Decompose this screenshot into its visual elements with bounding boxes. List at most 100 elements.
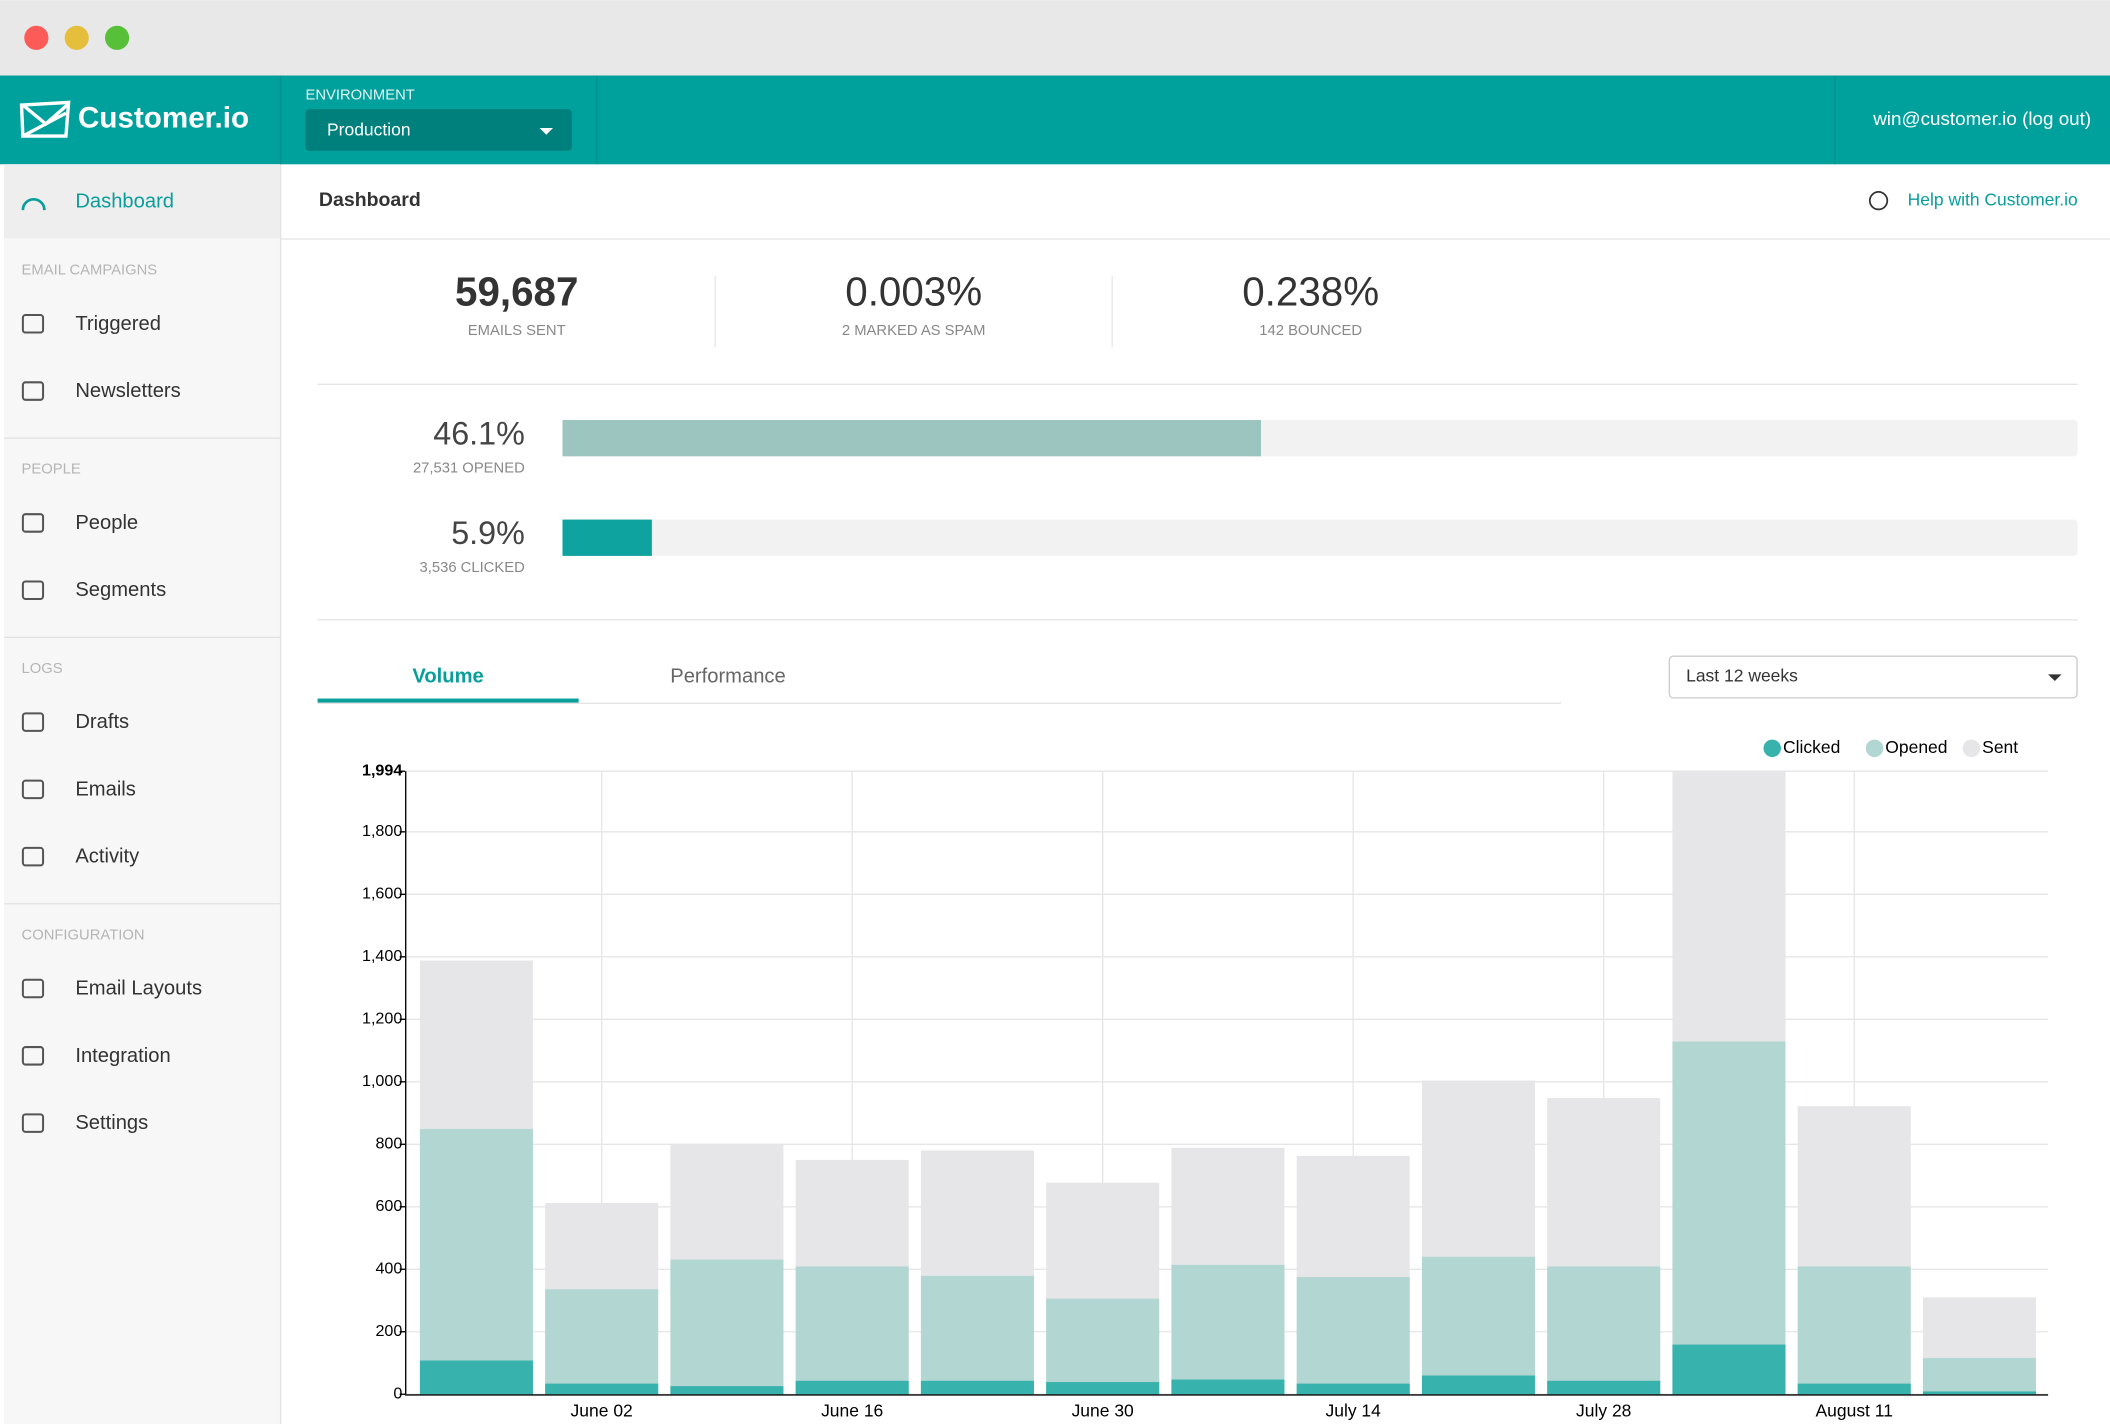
y-tick-label: 1,200 [362, 1010, 402, 1028]
tab[interactable]: Performance [670, 665, 785, 687]
minimize-button[interactable] [64, 25, 89, 50]
bar [419, 1360, 533, 1395]
nav-item[interactable]: Integration [75, 1045, 170, 1067]
bar [920, 1275, 1034, 1395]
environment-select[interactable] [305, 109, 572, 151]
y-tick-label: 1,400 [362, 947, 402, 965]
caret [2048, 674, 2062, 682]
nav-icon [21, 580, 45, 600]
help-link[interactable]: Help with Customer.io [1908, 189, 2078, 209]
y-tick-label: 1,600 [362, 885, 402, 903]
legend-label: Sent [1982, 737, 2018, 757]
nav-icon [21, 513, 45, 533]
nav-item[interactable]: Triggered [75, 313, 161, 335]
bar [1046, 1382, 1160, 1395]
bar [1672, 1344, 1786, 1395]
tab[interactable]: Volume [412, 665, 483, 687]
section-header: CONFIGURATION [22, 927, 145, 943]
nav-item[interactable]: Settings [75, 1112, 148, 1134]
logo-icon [19, 100, 71, 138]
sidebar [4, 164, 280, 1424]
nav-icon [21, 978, 45, 999]
help-icon [1868, 191, 1889, 211]
close-button[interactable] [24, 25, 49, 50]
x-tick-label: June 16 [821, 1400, 883, 1420]
nav-icon [21, 712, 45, 732]
range-value: Last 12 weeks [1686, 666, 1798, 686]
environment-label: ENVIRONMENT [305, 88, 414, 104]
range-select[interactable] [1668, 655, 2078, 699]
y-tick-label: 1,994 [362, 761, 402, 779]
x-tick-label: July 14 [1325, 1400, 1381, 1420]
bar [1171, 1264, 1285, 1395]
bar [1421, 1375, 1535, 1395]
bar [1046, 1298, 1160, 1395]
nav-item[interactable]: People [75, 512, 138, 534]
y-tick-label: 200 [375, 1322, 402, 1340]
user-link[interactable]: win@customer.io (log out) [1872, 108, 2091, 129]
rate-value: 5.9% [451, 515, 525, 551]
stat-label: EMAILS SENT [468, 323, 566, 339]
x-tick-label: July 28 [1576, 1400, 1631, 1420]
bar [1171, 1379, 1285, 1395]
window-chrome [0, 0, 2110, 76]
nav-item[interactable]: Dashboard [75, 190, 174, 212]
bar [545, 1289, 659, 1395]
stat-label: 142 BOUNCED [1259, 323, 1362, 339]
active-tab-indicator [317, 698, 579, 703]
x-tick-label: August 11 [1815, 1400, 1892, 1420]
nav-item[interactable]: Newsletters [75, 380, 180, 402]
page-title: Dashboard [319, 189, 421, 211]
bar [670, 1386, 784, 1395]
rate-caption: 3,536 CLICKED [420, 560, 525, 576]
active-nav-item[interactable] [4, 164, 280, 239]
y-tick-label: 800 [375, 1135, 402, 1153]
bar [1547, 1266, 1661, 1395]
y-tick-label: 400 [375, 1260, 402, 1278]
nav-icon [21, 779, 45, 800]
bar [1922, 1391, 2036, 1395]
x-tick-label: June 02 [571, 1400, 633, 1420]
section-header: LOGS [22, 661, 63, 677]
y-tick-label: 1,800 [362, 822, 402, 840]
stat-value: 59,687 [455, 269, 578, 315]
nav-icon [21, 1113, 45, 1133]
stat-value: 0.238% [1242, 269, 1379, 315]
nav-icon [21, 314, 45, 334]
nav-item[interactable]: Email Layouts [75, 978, 202, 1000]
logo[interactable]: Customer.io [78, 102, 249, 135]
nav-item[interactable]: Emails [75, 778, 136, 800]
rate-bar [562, 519, 652, 556]
nav-item[interactable]: Drafts [75, 711, 129, 733]
x-tick-label: June 30 [1072, 1400, 1134, 1420]
bar [545, 1383, 659, 1395]
stat-label: 2 MARKED AS SPAM [842, 323, 986, 339]
legend-label: Opened [1885, 737, 1947, 757]
y-tick-label: 1,000 [362, 1072, 402, 1090]
nav-item[interactable]: Activity [75, 846, 140, 868]
bar [1296, 1277, 1410, 1395]
nav-item[interactable]: Segments [75, 579, 166, 601]
bar [1797, 1266, 1911, 1395]
legend-swatch [1763, 739, 1781, 758]
legend-label: Clicked [1783, 737, 1840, 757]
legend-swatch [1865, 739, 1884, 758]
caret [539, 127, 554, 135]
bar [419, 1128, 533, 1395]
rate-value: 46.1% [433, 416, 525, 452]
nav-icon [21, 381, 45, 401]
y-tick-label: 600 [375, 1197, 402, 1215]
rate-caption: 27,531 OPENED [413, 460, 525, 476]
bar [1797, 1383, 1911, 1395]
stat-value: 0.003% [845, 269, 982, 315]
environment-value: Production [327, 119, 411, 139]
bar [1547, 1380, 1661, 1395]
rate-track [562, 519, 2078, 556]
bar [920, 1380, 1034, 1395]
bar [1672, 1041, 1786, 1395]
bar [795, 1380, 909, 1395]
bar [670, 1259, 784, 1395]
zoom-button[interactable] [104, 25, 130, 50]
